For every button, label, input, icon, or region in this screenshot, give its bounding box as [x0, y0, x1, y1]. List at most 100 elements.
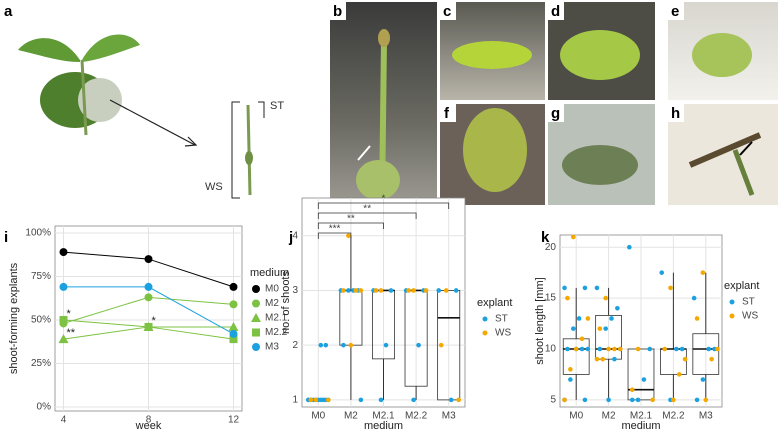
- point: [594, 285, 600, 291]
- legend-marker: [482, 316, 488, 322]
- legend-label: M0: [265, 284, 279, 295]
- point: [676, 372, 682, 377]
- legend-title: explant: [477, 297, 512, 309]
- point: [585, 346, 591, 352]
- panel-label: f: [444, 105, 450, 122]
- panel-label: d: [551, 3, 560, 20]
- point: [388, 288, 394, 293]
- point: [694, 316, 700, 321]
- x-tick-label: M2.1: [630, 411, 653, 422]
- y-axis-title: shoot length [mm]: [534, 277, 546, 364]
- point: [612, 356, 617, 362]
- legend-label: M2.2: [265, 327, 288, 338]
- point: [406, 288, 411, 293]
- point: [576, 316, 582, 321]
- point: [341, 342, 346, 348]
- y-tick-label: 0%: [37, 402, 52, 413]
- point: [606, 346, 611, 352]
- point: [597, 346, 603, 352]
- point: [570, 234, 576, 240]
- annotation: *: [152, 315, 157, 327]
- y-axis-title: no. of shoots: [280, 271, 292, 334]
- point: [594, 356, 600, 362]
- box: [692, 333, 720, 375]
- x-tick-label: M2: [602, 411, 616, 422]
- y-tick-label: 1: [292, 395, 298, 406]
- point: [573, 346, 579, 352]
- y-tick-label: 50%: [31, 315, 51, 326]
- point: [600, 356, 606, 362]
- photo-labels: [330, 2, 684, 122]
- legend-label: M2.1: [265, 313, 288, 324]
- y-tick-label: 100%: [25, 228, 51, 239]
- point: [606, 397, 611, 403]
- y-tick-label: 4: [292, 230, 298, 241]
- y-tick-label: 15: [545, 293, 557, 304]
- x-tick-label: M0: [311, 411, 325, 422]
- marker: [144, 282, 153, 291]
- point: [671, 397, 676, 403]
- st-label: ST: [270, 100, 284, 112]
- point: [565, 346, 570, 352]
- point: [423, 288, 429, 293]
- point: [706, 346, 712, 352]
- significance-bracket: [317, 212, 417, 219]
- point: [308, 397, 314, 403]
- point: [662, 346, 667, 352]
- box: [562, 338, 590, 375]
- point: [383, 342, 389, 348]
- point: [358, 397, 364, 403]
- annotation: **: [67, 327, 76, 339]
- significance-bracket: [317, 202, 450, 209]
- x-tick-label: 8: [146, 415, 152, 426]
- point: [629, 387, 635, 392]
- point: [682, 356, 688, 362]
- point: [358, 288, 364, 293]
- ws-label: WS: [205, 181, 223, 193]
- significance-label: **: [347, 214, 355, 225]
- legend-marker: [252, 299, 260, 308]
- point: [582, 285, 588, 291]
- point: [629, 397, 635, 403]
- point: [700, 377, 706, 382]
- point: [609, 316, 614, 321]
- point: [320, 397, 326, 403]
- point: [378, 288, 384, 293]
- marker: [229, 329, 238, 338]
- legend-title: explant: [724, 280, 759, 292]
- panel-label: g: [551, 105, 560, 122]
- legend-label: ST: [742, 297, 755, 308]
- legend-label: M2: [265, 298, 279, 309]
- point: [635, 346, 641, 352]
- point: [456, 397, 461, 403]
- legend-title: medium: [250, 267, 289, 279]
- point: [597, 326, 603, 331]
- y-tick-label: 3: [292, 285, 298, 296]
- point: [453, 288, 459, 293]
- legend-marker: [252, 328, 260, 337]
- x-tick-label: M2.2: [405, 411, 428, 422]
- marker: [58, 334, 69, 344]
- marker: [229, 282, 238, 291]
- legend-label: WS: [742, 311, 758, 322]
- legend-label: ST: [495, 314, 508, 325]
- legend-marker: [482, 330, 488, 336]
- x-axis-title: week: [135, 420, 162, 431]
- panel-label: e: [671, 3, 679, 20]
- marker: [229, 300, 238, 309]
- point: [378, 397, 384, 403]
- y-tick-label: 75%: [31, 271, 51, 282]
- point: [346, 233, 351, 239]
- x-tick-label: 12: [228, 415, 240, 426]
- annotation: *: [67, 308, 72, 320]
- significance-label: ***: [329, 224, 341, 235]
- point: [448, 397, 454, 403]
- legend-marker: [729, 313, 735, 319]
- x-tick-label: M3: [699, 411, 713, 422]
- x-tick-label: 4: [61, 415, 67, 426]
- point: [585, 316, 591, 321]
- y-tick-label: 20: [545, 242, 557, 253]
- point: [341, 288, 346, 293]
- point: [674, 346, 679, 352]
- y-tick-label: 25%: [31, 358, 51, 369]
